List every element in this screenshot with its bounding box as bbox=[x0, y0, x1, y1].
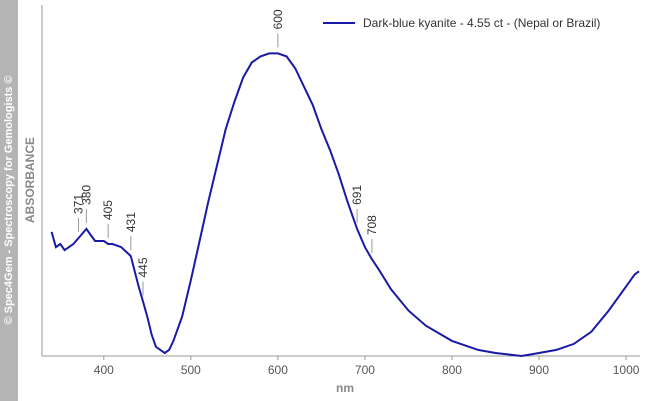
spectrum-line bbox=[50, 52, 640, 358]
x-tick-label: 1000 bbox=[613, 363, 640, 377]
watermark-band bbox=[0, 0, 18, 401]
x-axis-label: nm bbox=[336, 381, 354, 395]
peak-label: 405 bbox=[101, 200, 115, 220]
x-tick-label: 400 bbox=[94, 363, 114, 377]
peak-label: 708 bbox=[365, 215, 379, 235]
x-tick-label: 700 bbox=[355, 363, 375, 377]
peak-label: 371 bbox=[72, 194, 86, 214]
x-tick-label: 900 bbox=[529, 363, 549, 377]
x-tick-label: 500 bbox=[181, 363, 201, 377]
peak-label: 380 bbox=[79, 185, 93, 205]
peak-label: 600 bbox=[271, 9, 285, 29]
legend-label: Dark-blue kyanite - 4.55 ct - (Nepal or … bbox=[363, 16, 600, 30]
x-tick-label: 600 bbox=[268, 363, 288, 377]
peak-label: 691 bbox=[350, 185, 364, 205]
peak-label: 431 bbox=[124, 212, 138, 232]
watermark: © Spec4Gem - Spectroscopy for Gemologist… bbox=[3, 75, 15, 324]
x-tick-label: 800 bbox=[442, 363, 462, 377]
y-axis-label: ABSORBANCE bbox=[23, 137, 37, 223]
peak-label: 445 bbox=[136, 257, 150, 277]
